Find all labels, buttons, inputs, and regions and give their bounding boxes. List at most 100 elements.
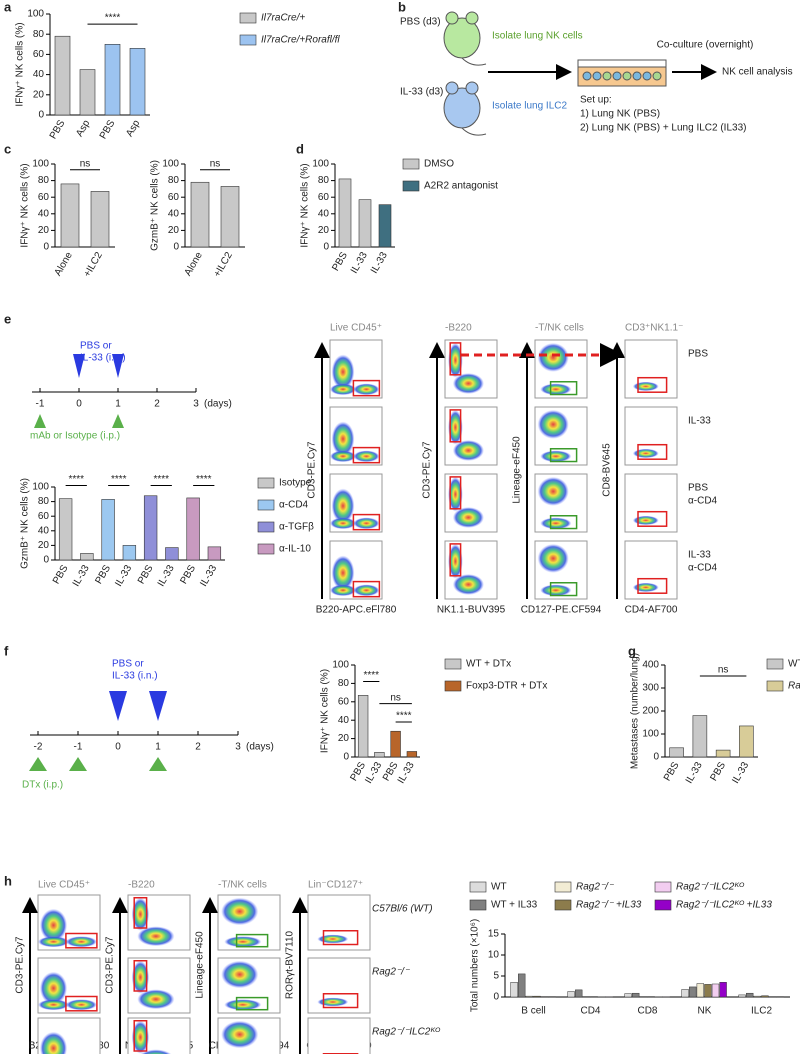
flow-row-label: PBS	[688, 349, 708, 360]
gate	[549, 381, 578, 396]
flow-y-label: CD3-PE.Cy7	[422, 441, 433, 499]
density	[137, 926, 175, 947]
blue-arrow	[149, 691, 167, 721]
density	[331, 421, 355, 457]
y-tick-label: 80	[38, 496, 50, 507]
y-tick-label: 60	[338, 696, 350, 707]
y-tick-label: 15	[488, 929, 500, 940]
y-tick-label: 0	[493, 992, 499, 1003]
x-tick-label: PBS	[662, 760, 682, 783]
gate	[322, 993, 359, 1009]
y-tick-label: 80	[38, 175, 50, 186]
density	[632, 515, 659, 526]
y-tick-label: 20	[38, 225, 50, 236]
density	[38, 936, 69, 948]
timeline-unit: (days)	[204, 399, 232, 410]
density	[65, 936, 97, 948]
significance-label: ****	[153, 474, 169, 485]
legend-swatch	[654, 899, 672, 911]
significance-label: ****	[111, 474, 127, 485]
panel-letter: e	[4, 311, 11, 326]
bar	[715, 749, 731, 758]
legend-swatch	[257, 499, 275, 511]
flow-row-label: Rag2⁻/⁻	[372, 967, 410, 978]
y-tick-label: 200	[642, 706, 659, 717]
y-axis-label: Metastases (number/lung)	[630, 653, 641, 769]
bar	[101, 499, 115, 561]
density	[39, 971, 68, 1005]
result-label: NK cell analysis	[722, 67, 793, 78]
y-tick-label: 20	[33, 89, 45, 100]
y-tick-label: 40	[318, 208, 330, 219]
y-axis-label: IFNγ⁺ NK cells (%)	[20, 163, 31, 247]
bar	[406, 751, 418, 758]
x-tick-label: CD8	[637, 1006, 657, 1017]
y-tick-label: 60	[38, 511, 50, 522]
x-tick-label: IL-33	[113, 563, 134, 589]
significance-label: ****	[396, 711, 412, 722]
timeline-tick-label: -2	[34, 742, 43, 753]
green-arrow	[149, 757, 167, 771]
gate	[235, 996, 269, 1011]
blue-arrow	[109, 691, 127, 721]
density	[38, 999, 69, 1011]
bar	[129, 48, 146, 116]
gate	[352, 580, 381, 598]
legend-label: Rag2⁻/⁻	[788, 681, 800, 692]
panel-letter: b	[398, 0, 406, 14]
y-tick-label: 0	[323, 242, 329, 253]
y-axis-label: IFNγ⁺ NK cells (%)	[15, 22, 26, 106]
legend-label: WT + DTx	[466, 659, 511, 670]
setup-line: 1) Lung NK (PBS)	[580, 109, 660, 120]
legend-label: α-IL-10	[279, 544, 311, 555]
density	[224, 936, 262, 948]
y-tick-label: 400	[642, 660, 659, 671]
flow-header: CD3⁺NK1.1⁻	[625, 323, 683, 334]
y-tick-label: 0	[653, 752, 659, 763]
flow-y-label: RORγt-BV7110	[285, 930, 296, 999]
density	[221, 1020, 259, 1049]
bar	[518, 973, 526, 998]
legend-label: Rag2⁻/⁻	[576, 882, 614, 893]
bar	[761, 995, 769, 998]
density	[353, 450, 380, 463]
content: a b c d e f g h PBS (d3) Isolate lung NK cells IL-…	[4, 0, 800, 1054]
timeline-tick-label: 2	[195, 742, 201, 753]
action-label: Isolate lung NK cells	[492, 31, 583, 42]
bar	[632, 992, 640, 998]
density	[39, 1031, 68, 1054]
y-tick-label: 80	[168, 175, 180, 186]
density	[540, 383, 572, 396]
bar	[738, 994, 746, 998]
legend-swatch	[402, 180, 420, 192]
bar	[567, 991, 575, 998]
setup-line: 2) Lung NK (PBS) + Lung ILC2 (IL33)	[580, 123, 746, 134]
y-tick-label: 0	[43, 242, 49, 253]
density	[448, 543, 463, 579]
flow-row-label: α-CD4	[688, 563, 718, 574]
bar	[510, 982, 518, 998]
legend-label: Il7raCre/+	[261, 13, 305, 24]
flow-row-label: PBS	[688, 483, 708, 494]
flow-row-label: IL-33	[688, 416, 711, 427]
x-tick-label: IL-33	[156, 563, 177, 589]
density	[540, 450, 572, 463]
density	[540, 517, 572, 530]
density	[221, 897, 259, 926]
timeline-top-label: PBS or	[80, 341, 112, 352]
density	[537, 342, 569, 372]
flow-header: -B220	[128, 880, 155, 891]
panel-letter: h	[4, 873, 12, 888]
legend-label: Rag2⁻/⁻ILC2ᴷᴼ	[676, 882, 745, 893]
green-arrow	[29, 757, 47, 771]
legend-swatch	[444, 658, 462, 670]
density	[131, 960, 150, 994]
density	[137, 989, 175, 1010]
flow-plot	[307, 1017, 371, 1054]
x-tick-label: PBS	[178, 563, 198, 586]
density	[331, 488, 355, 524]
timeline-tick-label: 0	[76, 399, 82, 410]
gate	[133, 960, 148, 992]
flow-y-label: CD8-BV645	[602, 443, 613, 497]
